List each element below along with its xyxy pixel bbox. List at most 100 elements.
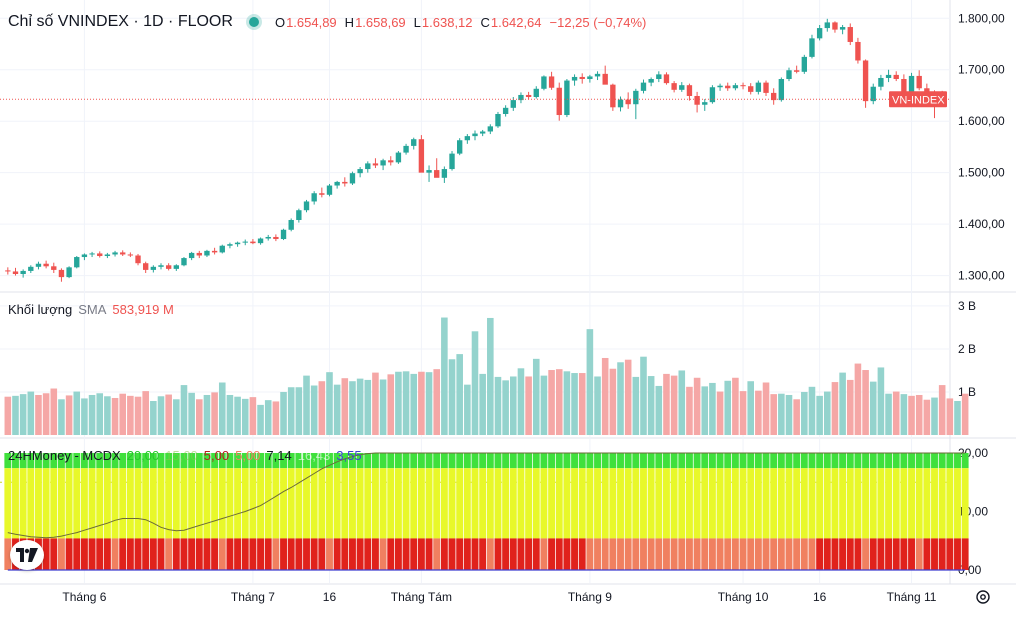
- candle-body: [809, 38, 815, 57]
- mcdx-bar-banker: [509, 538, 517, 570]
- mcdx-bar-green: [509, 453, 517, 469]
- candle-body: [457, 140, 463, 154]
- mcdx-bar-green: [264, 453, 272, 469]
- mcdx-bar-yellow: [908, 468, 915, 539]
- mcdx-value-6: 16,43: [297, 448, 331, 463]
- candle-body: [227, 244, 233, 246]
- market-status-dot[interactable]: [248, 17, 259, 27]
- candle-body: [533, 88, 539, 98]
- mcdx-value-7: 3,55: [336, 448, 362, 463]
- mcdx-bar-yellow: [816, 468, 824, 539]
- mcdx-bar-green: [272, 453, 280, 469]
- mcdx-bar-yellow: [295, 468, 303, 539]
- mcdx-bar-green: [494, 453, 502, 469]
- candle-body: [548, 76, 555, 88]
- mcdx-bar-yellow: [394, 468, 402, 539]
- volume-bar: [425, 372, 433, 435]
- mcdx-bar-banker: [831, 538, 839, 570]
- mcdx-bar-banker: [479, 538, 487, 570]
- candle-body: [365, 163, 371, 170]
- mcdx-bar-banker: [938, 538, 946, 570]
- mcdx-bar-banker: [65, 538, 73, 570]
- mcdx-bar-banker: [234, 538, 242, 570]
- candle-body: [66, 267, 72, 278]
- mcdx-bar-yellow: [548, 468, 556, 539]
- volume-bar: [877, 367, 885, 435]
- volume-bar: [609, 368, 617, 435]
- mcdx-bar-banker: [823, 538, 831, 570]
- volume-bar: [801, 391, 808, 435]
- mcdx-bar-yellow: [678, 468, 686, 539]
- mcdx-bar-green: [371, 453, 379, 469]
- mcdx-bar-green: [111, 453, 119, 469]
- volume-bar: [433, 369, 441, 435]
- candle-body: [870, 86, 876, 102]
- candle-body: [725, 85, 731, 89]
- mcdx-bar-green: [103, 453, 111, 469]
- volume-bar: [854, 363, 862, 435]
- mcdx-bar-green: [617, 453, 624, 469]
- price-axis-tick-label: 1.700,00: [958, 63, 1005, 77]
- mcdx-bar-yellow: [555, 468, 563, 539]
- time-axis-tick-label: Tháng 11: [887, 590, 937, 604]
- mcdx-bar-green: [402, 453, 410, 469]
- tradingview-logo-icon[interactable]: [10, 540, 44, 570]
- volume-bar: [517, 368, 525, 435]
- mcdx-bar-banker: [387, 538, 395, 570]
- mcdx-bar-banker: [295, 538, 303, 570]
- candle-body: [487, 126, 493, 132]
- candle-body: [441, 169, 448, 178]
- gear-icon[interactable]: [974, 588, 992, 606]
- candle-body: [288, 219, 294, 230]
- candle-body: [250, 241, 256, 244]
- candle-body: [449, 153, 455, 170]
- mcdx-bar-yellow: [479, 468, 487, 539]
- candle-body: [342, 181, 348, 184]
- volume-bar: [693, 377, 701, 435]
- candle-body: [5, 270, 11, 272]
- mcdx-bar-yellow: [885, 468, 893, 539]
- mcdx-bar-yellow: [12, 468, 19, 539]
- mcdx-bar-yellow: [119, 468, 127, 539]
- mcdx-bar-yellow: [502, 468, 510, 539]
- mcdx-bar-banker: [594, 538, 601, 570]
- main-legend: Chỉ số VNINDEX · 1D · FLOOR O1.654,89 H1…: [8, 13, 646, 31]
- mcdx-bar-yellow: [693, 468, 701, 539]
- candle-body: [479, 131, 486, 134]
- price-axis-tick-label: 1.800,00: [958, 11, 1005, 25]
- volume-label[interactable]: Khối lượng: [8, 302, 73, 317]
- candle-body: [748, 86, 754, 92]
- mcdx-bar-yellow: [417, 468, 425, 539]
- mcdx-bar-banker: [609, 538, 617, 570]
- mcdx-bar-yellow: [356, 468, 364, 539]
- mcdx-bar-yellow: [433, 468, 441, 539]
- candle-body: [801, 56, 807, 72]
- volume-bar: [119, 393, 127, 435]
- mcdx-bar-green: [724, 453, 732, 469]
- candle-body: [556, 87, 562, 116]
- symbol-title[interactable]: Chỉ số VNINDEX · 1D · FLOOR: [8, 13, 233, 30]
- candle-body: [640, 82, 647, 91]
- mcdx-bar-yellow: [617, 468, 624, 539]
- mcdx-bar-banker: [724, 538, 732, 570]
- candle-body: [518, 94, 524, 101]
- mcdx-label[interactable]: 24HMoney - MCDX: [8, 448, 121, 463]
- mcdx-bar-yellow: [172, 468, 180, 539]
- mcdx-bar-green: [42, 453, 50, 469]
- volume-bar: [471, 331, 479, 435]
- mcdx-bar-green: [548, 453, 556, 469]
- mcdx-bar-yellow: [486, 468, 494, 539]
- volume-bar: [892, 391, 900, 435]
- candle-body: [280, 229, 287, 240]
- open-value: 1.654,89: [286, 14, 337, 30]
- mcdx-bar-green: [716, 453, 724, 469]
- mcdx-bar-green: [394, 453, 402, 469]
- volume-bar: [173, 399, 180, 435]
- mcdx-bar-yellow: [578, 468, 586, 539]
- mcdx-value-4: 5,00: [235, 448, 261, 463]
- mcdx-bar-green: [708, 453, 716, 469]
- candle-body: [426, 170, 432, 173]
- mcdx-bar-green: [356, 453, 364, 469]
